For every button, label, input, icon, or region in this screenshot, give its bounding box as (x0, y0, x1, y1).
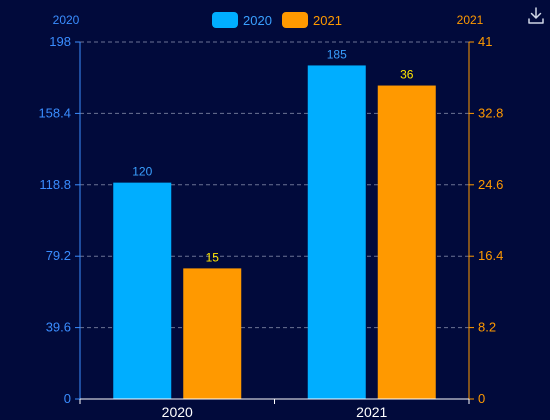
bar[interactable] (183, 268, 242, 399)
bar-value-label: 120 (132, 165, 152, 179)
right-axis-title: 2021 (457, 13, 484, 27)
bar[interactable] (307, 65, 366, 399)
left-axis-title: 2020 (53, 13, 80, 27)
left-axis-tick-label: 158.4 (38, 105, 71, 120)
legend-item-label: 2020 (243, 13, 272, 28)
right-axis-tick-label: 8.2 (478, 320, 496, 335)
x-axis-label: 2020 (162, 404, 193, 420)
legend-swatch[interactable] (282, 12, 308, 28)
right-axis-tick-label: 16.4 (478, 248, 503, 263)
right-axis-tick-label: 24.6 (478, 177, 503, 192)
bar-value-label: 36 (400, 68, 414, 82)
axes: 0 0 39.6 8.2 79.2 16.4 118.8 24.6 158.4 32.8 198 41… (38, 13, 503, 420)
download-icon[interactable] (526, 6, 546, 26)
bar[interactable] (113, 182, 172, 399)
left-axis-tick-label: 39.6 (46, 320, 71, 335)
legend-item-label: 2021 (313, 13, 342, 28)
bar-value-label: 185 (327, 47, 347, 61)
right-axis-tick-label: 32.8 (478, 105, 503, 120)
legend-swatch[interactable] (212, 12, 238, 28)
x-axis-label: 2021 (356, 404, 387, 420)
left-axis-tick-label: 0 (64, 391, 71, 406)
legend[interactable]: 2020 2021 (212, 12, 342, 28)
right-axis-tick-label: 41 (478, 34, 492, 49)
left-axis-tick-label: 198 (49, 34, 71, 49)
bars: 120 185 15 36 (113, 47, 436, 399)
right-axis-tick-label: 0 (478, 391, 485, 406)
bar-value-label: 15 (206, 250, 220, 264)
bar[interactable] (377, 85, 436, 399)
left-axis-tick-label: 118.8 (39, 177, 71, 192)
left-axis-tick-label: 79.2 (46, 248, 71, 263)
